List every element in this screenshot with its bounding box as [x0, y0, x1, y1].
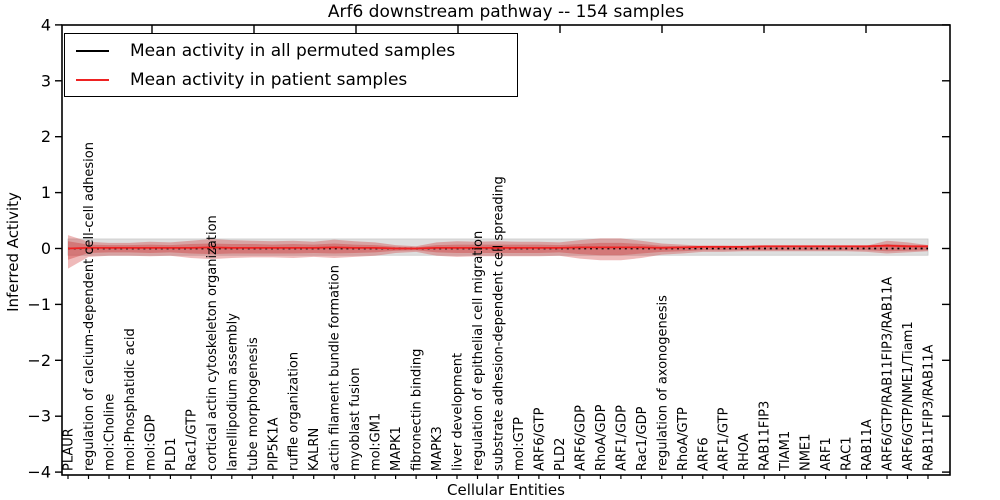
entity-label: regulation of epithelial cell migration	[471, 231, 486, 471]
red-line-swatch	[76, 78, 109, 81]
entity-label: PLD1	[164, 438, 179, 471]
entity-label: regulation of axonogenesis	[655, 295, 670, 471]
y-tick-label: −3	[27, 407, 51, 426]
x-axis-label: Cellular Entities	[447, 481, 565, 499]
entity-label: RAB11FIP3/RAB11A	[922, 344, 937, 471]
entity-label: ARF1/GDP	[614, 405, 629, 471]
black-line-swatch	[76, 49, 109, 52]
entity-label: KALRN	[307, 428, 322, 471]
y-tick-label: 4	[41, 15, 51, 34]
entity-label: tube morphogenesis	[246, 337, 261, 471]
entity-label: substrate adhesion-dependent cell spread…	[492, 176, 507, 471]
entity-label: NME1	[799, 434, 814, 471]
entity-label: MAPK3	[430, 426, 445, 471]
entity-label: Rac1/GTP	[184, 409, 199, 471]
entity-label: mol:GTP	[512, 417, 527, 471]
entity-label: RhoA/GTP	[676, 407, 691, 471]
entity-label: liver development	[451, 353, 466, 471]
entity-label: ruffle organization	[287, 352, 302, 471]
plot-frame	[61, 24, 951, 476]
y-tick-label: 0	[41, 239, 51, 258]
entity-label: mol:Choline	[103, 394, 118, 471]
entity-label: RAB11A	[860, 419, 875, 471]
y-tick-label: 3	[41, 71, 51, 90]
legend-box: Mean activity in all permuted samples Me…	[64, 33, 518, 97]
chart-title: Arf6 downstream pathway -- 154 samples	[327, 2, 685, 22]
entity-label: MAPK1	[389, 426, 404, 471]
legend-item-patient: Mean activity in patient samples	[65, 69, 517, 91]
entity-label: mol:GDP	[143, 414, 158, 471]
entity-label: RAB11FIP3	[758, 401, 773, 471]
entity-label: lamellipodium assembly	[225, 313, 240, 471]
legend-label: Mean activity in all permuted samples	[130, 40, 456, 61]
entity-label: RHOA	[737, 433, 752, 471]
y-tick-label: −4	[27, 463, 51, 482]
entity-label: ARF6/GTP	[532, 407, 547, 471]
patient-inner-band	[68, 241, 928, 260]
entity-label: TIAM1	[778, 431, 793, 472]
legend-item-permuted: Mean activity in all permuted samples	[65, 40, 517, 62]
entity-label: PIP5K1A	[266, 417, 281, 471]
entity-label: ARF1/GTP	[717, 407, 732, 471]
entity-label: mol:GM1	[369, 413, 384, 471]
entity-label: regulation of calcium-dependent cell-cel…	[82, 142, 97, 471]
entity-label: ARF6/GTP/NME1/Tiam1	[901, 321, 916, 471]
y-tick-label: 1	[41, 183, 51, 202]
entity-label: cortical actin cytoskeleton organization	[205, 215, 220, 471]
entity-label: ARF6/GTP/RAB11FIP3/RAB11A	[881, 277, 896, 471]
entity-label: actin filament bundle formation	[328, 265, 343, 471]
entity-label: RhoA/GDP	[594, 404, 609, 471]
y-tick-label: −1	[27, 295, 51, 314]
entity-label: myoblast fusion	[348, 367, 363, 471]
entity-label: Rac1/GDP	[635, 406, 650, 471]
legend-label: Mean activity in patient samples	[130, 69, 408, 90]
entity-label: ARF6	[696, 437, 711, 471]
entity-label: ARF1	[819, 437, 834, 471]
entity-label: fibronectin binding	[410, 349, 425, 471]
entity-label: ARF6/GDP	[573, 405, 588, 471]
y-tick-label: −2	[27, 351, 51, 370]
entity-label: PLAUR	[62, 428, 77, 471]
entity-label: mol:Phosphatidic acid	[123, 328, 138, 471]
patient-mean-line	[67, 244, 928, 250]
patient-outer-band	[68, 235, 928, 269]
y-tick-label: 2	[41, 127, 51, 146]
entity-label: RAC1	[840, 436, 855, 471]
entity-label: PLD2	[553, 438, 568, 471]
y-axis-label: Inferred Activity	[4, 192, 22, 312]
